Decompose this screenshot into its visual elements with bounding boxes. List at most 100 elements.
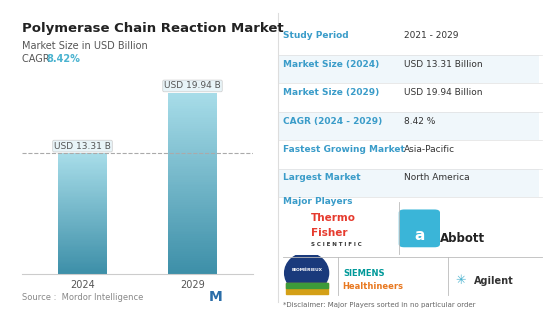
Bar [58,185,107,186]
Bar [168,146,217,147]
Bar [58,271,107,272]
Bar [168,191,217,193]
Bar [168,252,217,254]
Bar [58,235,107,237]
Bar [58,169,107,170]
Bar [168,256,217,258]
Bar [168,162,217,164]
Bar [168,167,217,169]
Bar [168,229,217,231]
Text: a: a [414,228,425,243]
Bar [168,214,217,216]
Bar [58,268,107,269]
Bar [168,238,217,240]
Bar [168,223,217,225]
Bar [58,181,107,182]
Bar [58,231,107,232]
Bar [58,237,107,238]
Text: USD 13.31 Billion: USD 13.31 Billion [404,60,483,69]
Bar [168,142,217,144]
Text: Agilent: Agilent [474,276,514,286]
Bar [168,227,217,229]
Text: CAGR (2024 - 2029): CAGR (2024 - 2029) [283,117,382,126]
Bar [168,258,217,260]
Text: BIOMÉRIEUX: BIOMÉRIEUX [291,268,322,272]
Bar [58,251,107,252]
Text: S C I E N T I F I C: S C I E N T I F I C [311,242,361,247]
Bar [58,192,107,193]
Bar [168,254,217,256]
Bar [168,260,217,261]
Bar [168,122,217,124]
Bar [58,184,107,185]
Bar [168,175,217,176]
Bar [58,255,107,256]
Bar [168,144,217,146]
Bar [168,120,217,122]
Bar [58,214,107,215]
Bar [168,111,217,113]
Text: Thermo: Thermo [311,213,356,223]
Bar [58,257,107,258]
Bar [58,243,107,244]
Text: CAGR: CAGR [22,54,53,64]
Text: ✳: ✳ [455,274,466,287]
Bar [58,165,107,167]
Bar [168,108,217,109]
Bar [168,272,217,274]
Text: 8.42%: 8.42% [47,54,81,64]
Bar [168,104,217,106]
Bar [168,99,217,100]
Bar [168,261,217,263]
Bar [168,95,217,97]
Bar [168,247,217,249]
Bar [58,190,107,191]
Bar [168,106,217,108]
Bar [58,191,107,192]
Bar [58,249,107,250]
Bar [58,174,107,175]
Bar [168,128,217,129]
Bar [168,234,217,236]
Text: Market Size (2024): Market Size (2024) [283,60,379,69]
Bar [58,211,107,213]
Bar [168,137,217,138]
Bar [168,155,217,157]
Text: USD 19.94 B: USD 19.94 B [164,82,221,90]
Bar [58,158,107,159]
Bar [58,266,107,267]
Bar [58,233,107,234]
Bar [58,156,107,157]
Bar [58,164,107,165]
Bar [168,147,217,149]
Bar [58,226,107,227]
Bar [58,202,107,203]
Bar [168,263,217,265]
Bar [58,254,107,255]
Bar [58,261,107,262]
Bar [168,242,217,243]
Bar [58,242,107,243]
Bar [168,184,217,186]
Bar [168,97,217,99]
Bar [58,262,107,263]
Bar [58,260,107,261]
Bar [58,196,107,197]
Bar [58,264,107,266]
Bar [58,199,107,200]
Text: Fisher: Fisher [311,228,347,238]
Bar [168,187,217,189]
Text: Study Period: Study Period [283,32,349,41]
Bar [168,211,217,213]
Bar [58,258,107,260]
Bar [58,256,107,257]
Bar [168,169,217,171]
Bar [58,159,107,161]
Bar [58,217,107,219]
Bar [58,187,107,188]
Bar [168,178,217,180]
Text: 2021 - 2029: 2021 - 2029 [404,32,459,41]
Bar [58,161,107,162]
Bar [168,113,217,115]
Text: Market Size (2029): Market Size (2029) [283,88,379,97]
